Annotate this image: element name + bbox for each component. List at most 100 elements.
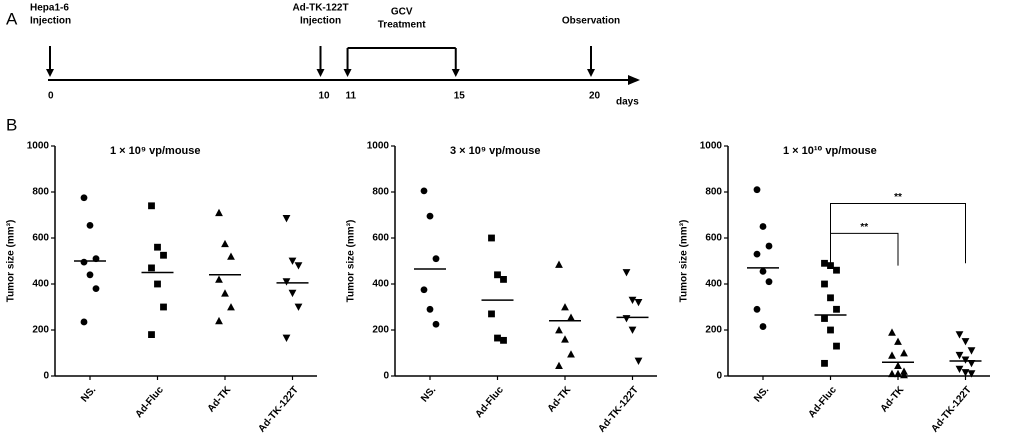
data-point bbox=[967, 347, 976, 355]
data-point bbox=[753, 250, 761, 258]
x-tick-label: Ad-TK bbox=[546, 384, 574, 415]
timeline-tick-label: 11 bbox=[346, 91, 357, 102]
chart-title: 1 × 10⁹ vp/mouse bbox=[110, 145, 201, 157]
data-point bbox=[148, 264, 155, 272]
data-point bbox=[154, 280, 161, 288]
data-point bbox=[215, 275, 223, 283]
data-point bbox=[634, 357, 643, 365]
event-arrowhead bbox=[343, 69, 352, 77]
y-tick-label: 0 bbox=[383, 371, 389, 382]
data-point bbox=[80, 258, 88, 266]
event-label: Observation bbox=[562, 16, 620, 27]
data-point bbox=[827, 294, 834, 302]
event-arrowhead bbox=[587, 69, 595, 77]
data-point bbox=[282, 334, 291, 342]
data-point bbox=[821, 315, 828, 322]
data-point bbox=[759, 323, 767, 330]
data-point bbox=[821, 359, 828, 367]
y-tick-label: 0 bbox=[716, 371, 722, 382]
data-point bbox=[955, 365, 964, 373]
x-tick-label: Ad-TK-122T bbox=[256, 385, 301, 435]
event-label: Ad-TK-122T bbox=[292, 3, 348, 14]
data-point bbox=[92, 285, 100, 292]
data-point bbox=[894, 361, 902, 370]
y-tick-label: 200 bbox=[372, 325, 389, 336]
y-tick-label: 600 bbox=[372, 233, 389, 244]
data-point bbox=[894, 369, 902, 378]
data-point bbox=[160, 303, 167, 311]
data-point bbox=[567, 313, 575, 321]
panel-label: B bbox=[6, 115, 17, 134]
timeline-tick-label: 10 bbox=[319, 91, 331, 102]
data-point bbox=[432, 320, 440, 328]
timeline-arrowhead bbox=[628, 75, 640, 85]
data-point bbox=[227, 252, 235, 260]
y-tick-label: 0 bbox=[43, 371, 49, 382]
data-point bbox=[833, 266, 840, 274]
panel-label: A bbox=[6, 9, 18, 28]
data-point bbox=[426, 305, 434, 313]
data-point bbox=[955, 351, 964, 360]
data-point bbox=[282, 215, 291, 223]
x-tick-label: Ad-TK-122T bbox=[596, 385, 641, 435]
data-point bbox=[555, 260, 563, 268]
x-tick-label: Ad-Fluc bbox=[806, 384, 839, 420]
data-point bbox=[900, 349, 908, 357]
data-point bbox=[833, 305, 840, 313]
data-point bbox=[888, 351, 896, 359]
event-label: Treatment bbox=[378, 20, 426, 31]
y-tick-label: 200 bbox=[705, 325, 722, 336]
data-point bbox=[753, 305, 761, 313]
significance-label: ** bbox=[860, 222, 868, 233]
data-point bbox=[765, 242, 773, 250]
data-point bbox=[900, 370, 908, 379]
data-point bbox=[426, 212, 434, 220]
data-point bbox=[488, 234, 495, 242]
data-point bbox=[759, 267, 767, 275]
x-tick-label: Ad-Fluc bbox=[473, 384, 506, 420]
data-point bbox=[80, 194, 88, 202]
y-axis-label: Tumor size (mm³) bbox=[346, 220, 357, 303]
data-point bbox=[148, 331, 155, 338]
chart-title: 1 × 10¹⁰ vp/mouse bbox=[783, 145, 877, 157]
data-point bbox=[86, 271, 94, 279]
y-tick-label: 600 bbox=[705, 233, 722, 244]
y-tick-label: 1000 bbox=[700, 141, 723, 152]
data-point bbox=[215, 316, 223, 325]
event-label: Injection bbox=[300, 16, 341, 27]
data-point bbox=[622, 315, 631, 323]
data-point bbox=[561, 335, 569, 343]
data-point bbox=[967, 370, 976, 378]
data-point bbox=[80, 318, 88, 326]
y-tick-label: 400 bbox=[32, 279, 49, 290]
x-tick-label: Ad-TK-122T bbox=[929, 385, 974, 435]
y-tick-label: 800 bbox=[32, 187, 49, 198]
event-label: Hepa1-6 bbox=[30, 3, 69, 14]
data-point bbox=[555, 326, 563, 334]
data-point bbox=[288, 257, 297, 265]
data-point bbox=[215, 208, 223, 217]
timeline-tick-label: 15 bbox=[454, 91, 466, 102]
timeline-tick-label: 20 bbox=[589, 91, 601, 102]
event-label: Injection bbox=[30, 16, 71, 27]
chart-title: 3 × 10⁹ vp/mouse bbox=[450, 145, 541, 157]
data-point bbox=[634, 299, 643, 307]
data-point bbox=[759, 223, 767, 230]
data-point bbox=[221, 239, 229, 248]
data-point bbox=[494, 334, 501, 342]
data-point bbox=[154, 243, 161, 251]
y-tick-label: 800 bbox=[705, 187, 722, 198]
x-tick-label: NS. bbox=[752, 384, 771, 404]
significance-bracket bbox=[830, 203, 966, 264]
y-tick-label: 400 bbox=[372, 279, 389, 290]
data-point bbox=[894, 337, 902, 345]
data-point bbox=[622, 269, 631, 277]
data-point bbox=[221, 289, 229, 297]
data-point bbox=[833, 342, 840, 350]
y-tick-label: 400 bbox=[705, 279, 722, 290]
data-point bbox=[294, 303, 303, 311]
data-point bbox=[961, 338, 970, 346]
data-point bbox=[160, 251, 167, 259]
data-point bbox=[561, 303, 569, 311]
data-point bbox=[282, 278, 291, 286]
